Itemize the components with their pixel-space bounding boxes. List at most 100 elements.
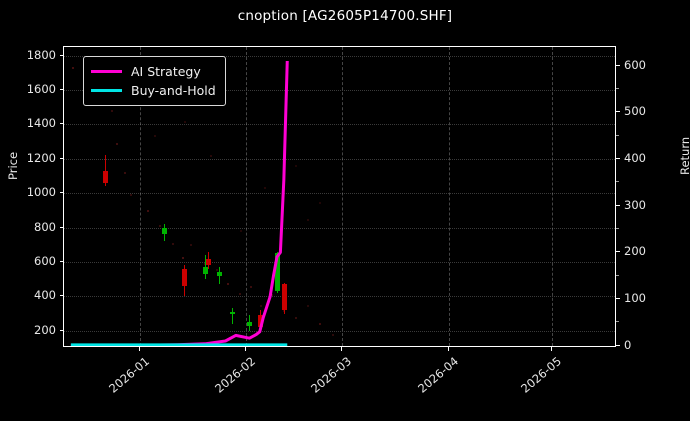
y-axis-right-tick-mark: [616, 251, 620, 253]
y-axis-left-tick-mark: [59, 226, 63, 228]
y-axis-right-tick-label: 200: [624, 244, 646, 259]
y-axis-right-tick-mark: [616, 344, 620, 346]
scatter-point: [190, 244, 192, 246]
scatter-point: [184, 121, 186, 123]
candlestick-body: [206, 258, 212, 266]
x-axis-tick-mark: [245, 347, 247, 351]
y-axis-left-tick-label: 200: [34, 322, 56, 337]
legend-label-buy-and-hold: Buy-and-Hold: [131, 83, 216, 98]
scatter-point: [271, 294, 273, 296]
scatter-point: [111, 110, 113, 112]
x-axis-tick-label: 2026-03: [308, 354, 355, 396]
scatter-point: [72, 67, 74, 69]
legend-swatch-ai-strategy: [91, 70, 122, 73]
candlestick-wick: [204, 255, 206, 280]
scatter-point: [250, 286, 252, 288]
scatter-point: [210, 155, 212, 157]
x-axis-tick-mark: [550, 347, 552, 351]
y-axis-left-tick-label: 600: [34, 254, 56, 268]
y-axis-left-tick-mark: [59, 295, 63, 297]
candlestick-body: [257, 315, 263, 328]
x-axis-tick-mark: [138, 347, 140, 351]
scatter-point: [295, 317, 297, 319]
x-axis-tick-mark: [341, 347, 343, 351]
y-axis-left-tick-label: 1200: [26, 150, 56, 165]
scatter-point: [332, 334, 334, 336]
y-axis-right-minor-tick: [616, 321, 619, 323]
y-axis-right-tick-label: 0: [624, 337, 632, 352]
scatter-point: [159, 225, 161, 227]
candlestick-body: [281, 284, 287, 311]
gridline-vertical: [342, 47, 344, 346]
chart-legend: AI Strategy Buy-and-Hold: [83, 56, 226, 106]
candlestick-body: [202, 267, 208, 275]
scatter-point: [154, 135, 156, 137]
candlestick-body: [216, 272, 222, 276]
scatter-point: [260, 305, 262, 307]
y-axis-left-tick-mark: [59, 192, 63, 194]
y-axis-right-tick-mark: [616, 111, 620, 113]
legend-item-buy-and-hold: Buy-and-Hold: [91, 81, 216, 100]
x-axis-tick-label: 2026-01: [105, 354, 152, 396]
y-axis-right-tick-mark: [616, 298, 620, 299]
candlestick-wick: [232, 308, 234, 324]
y-axis-left-tick-mark: [59, 123, 63, 125]
y-axis-right-tick-label: 500: [624, 104, 646, 119]
y-axis-right-label: Return: [678, 136, 690, 175]
line-series-svg: [70, 60, 289, 346]
gridline-horizontal: [64, 262, 615, 264]
scatter-point: [319, 202, 321, 204]
legend-item-ai-strategy: AI Strategy: [91, 62, 216, 81]
y-axis-right-tick-label: 300: [624, 197, 646, 212]
y-axis-left-tick-mark: [59, 89, 63, 90]
candlestick-body: [182, 268, 188, 287]
y-axis-right-minor-tick: [616, 228, 619, 229]
y-axis-left-tick-label: 1000: [26, 185, 56, 200]
gridlines: [64, 47, 615, 346]
candlestick-series: [64, 47, 615, 346]
scatter-point: [147, 210, 149, 212]
gridline-horizontal: [64, 193, 615, 195]
y-axis-left-tick-mark: [59, 329, 63, 331]
scatter-point: [216, 269, 218, 271]
gridline-horizontal: [64, 90, 615, 92]
scatter-point: [172, 243, 174, 245]
x-axis-tick-label: 2026-02: [212, 354, 259, 396]
scatter-point: [319, 323, 321, 325]
y-axis-left-tick-mark: [59, 261, 63, 262]
y-axis-right-minor-tick: [616, 274, 619, 276]
scatter-point: [240, 230, 242, 232]
y-axis-left-tick-label: 800: [34, 219, 56, 234]
y-axis-left-tick-label: 400: [34, 288, 56, 303]
y-axis-right-tick-mark: [616, 64, 620, 66]
y-axis-left-tick-mark: [59, 157, 63, 159]
gridline-horizontal: [64, 330, 615, 333]
x-axis-tick-label: 2026-04: [414, 354, 461, 396]
x-axis-tick-label: 2026-05: [517, 354, 564, 396]
gridline-horizontal: [64, 296, 615, 298]
scatter-point: [182, 257, 184, 259]
scatter-point: [307, 305, 309, 307]
scatter-point: [295, 165, 297, 167]
candlestick-body: [103, 170, 109, 183]
candlestick-body: [161, 227, 167, 235]
x-axis-tick-mark: [447, 347, 449, 351]
gridline-vertical: [139, 47, 142, 346]
y-axis-left-tick-label: 1600: [26, 82, 56, 96]
gridline-horizontal: [64, 55, 615, 58]
gridline-vertical: [448, 47, 451, 346]
y-axis-left-tick-label: 1400: [26, 116, 56, 131]
legend-label-ai-strategy: AI Strategy: [131, 64, 201, 79]
legend-swatch-buy-and-hold: [91, 89, 122, 92]
gridline-vertical: [246, 47, 248, 346]
candlestick-body: [274, 253, 280, 292]
candlestick-body: [247, 322, 253, 326]
y-axis-right-tick-mark: [616, 158, 620, 159]
scatter-point: [307, 219, 309, 221]
y-axis-right-minor-tick: [616, 88, 619, 89]
gridline-horizontal: [64, 158, 615, 161]
y-axis-left-tick-label: 1800: [26, 47, 56, 62]
scatter-point: [264, 187, 266, 189]
candlestick-body: [230, 311, 236, 314]
